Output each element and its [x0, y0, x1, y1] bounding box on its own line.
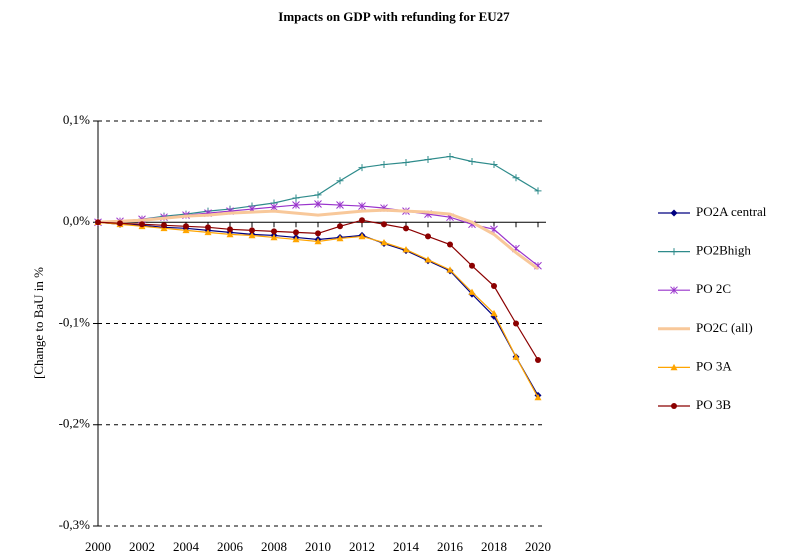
- marker: [468, 158, 476, 165]
- legend-label: PO2Bhigh: [696, 243, 751, 258]
- x-tick-label: 2014: [393, 539, 420, 554]
- x-tick-label: 2020: [525, 539, 551, 554]
- marker: [424, 256, 432, 263]
- x-tick-label: 2018: [481, 539, 507, 554]
- x-tick-label: 2012: [349, 539, 375, 554]
- marker: [359, 217, 365, 224]
- marker: [358, 202, 366, 210]
- legend-marker: [670, 363, 678, 371]
- marker: [182, 226, 190, 234]
- legend-marker: [671, 403, 677, 409]
- legend-marker: [670, 286, 678, 295]
- marker: [381, 221, 387, 228]
- marker: [424, 155, 432, 163]
- x-tick-label: 2006: [217, 539, 244, 554]
- marker: [491, 283, 497, 290]
- marker: [117, 220, 123, 227]
- marker: [403, 225, 409, 232]
- marker: [205, 224, 211, 231]
- marker: [512, 174, 520, 182]
- x-tick-label: 2016: [437, 539, 464, 554]
- legend-label: PO2C (all): [696, 320, 753, 335]
- marker: [337, 223, 343, 230]
- marker: [446, 152, 454, 160]
- marker: [293, 229, 299, 236]
- x-tick-label: 2002: [129, 539, 155, 554]
- marker: [271, 228, 277, 235]
- marker: [161, 222, 167, 229]
- chart-title: Impacts on GDP with refunding for EU27: [278, 9, 510, 24]
- marker: [226, 230, 234, 238]
- legend-marker: [670, 209, 678, 217]
- y-tick-label: -0,3%: [59, 517, 91, 532]
- marker: [139, 221, 145, 228]
- series-line: [97, 221, 539, 396]
- series-line: [97, 208, 539, 271]
- marker: [534, 187, 542, 195]
- marker: [490, 309, 498, 317]
- marker: [468, 288, 476, 295]
- marker: [535, 356, 541, 363]
- marker: [292, 235, 300, 243]
- marker: [292, 201, 300, 209]
- marker: [469, 262, 475, 269]
- marker: [513, 320, 519, 327]
- marker: [425, 233, 431, 240]
- marker: [314, 237, 322, 245]
- marker: [204, 228, 212, 236]
- x-tick-label: 2004: [173, 539, 200, 554]
- marker: [512, 353, 520, 360]
- marker: [534, 393, 542, 401]
- marker: [183, 223, 189, 230]
- marker: [336, 201, 344, 209]
- marker: [314, 200, 322, 208]
- marker: [446, 266, 454, 273]
- marker: [249, 227, 255, 234]
- marker: [380, 239, 388, 246]
- x-tick-label: 2000: [85, 539, 111, 554]
- marker: [95, 219, 101, 226]
- y-tick-label: 0,1%: [63, 112, 90, 127]
- y-tick-label: -0,2%: [59, 416, 91, 431]
- legend-marker: [670, 248, 678, 256]
- legend-label: PO2A central: [696, 204, 767, 219]
- marker: [314, 191, 322, 199]
- x-tick-label: 2010: [305, 539, 331, 554]
- y-tick-label: -0,1%: [59, 314, 91, 329]
- series-line: [97, 155, 539, 223]
- marker: [358, 164, 366, 172]
- y-axis-label: [Change to BaU in %: [31, 267, 46, 379]
- marker: [380, 161, 388, 169]
- marker: [270, 233, 278, 241]
- marker: [358, 232, 366, 240]
- marker: [270, 203, 278, 211]
- legend-label: PO 2C: [696, 281, 731, 296]
- marker: [292, 194, 300, 202]
- y-tick-label: 0,0%: [63, 213, 90, 228]
- marker: [227, 226, 233, 233]
- legend-label: PO 3A: [696, 358, 732, 373]
- series-line: [97, 221, 539, 398]
- marker: [447, 241, 453, 248]
- marker: [248, 231, 256, 239]
- marker: [402, 246, 410, 253]
- marker: [490, 161, 498, 169]
- marker: [402, 159, 410, 167]
- legend-label: PO 3B: [696, 397, 731, 412]
- marker: [336, 177, 344, 185]
- marker: [336, 234, 344, 242]
- marker: [315, 230, 321, 237]
- x-tick-label: 2008: [261, 539, 287, 554]
